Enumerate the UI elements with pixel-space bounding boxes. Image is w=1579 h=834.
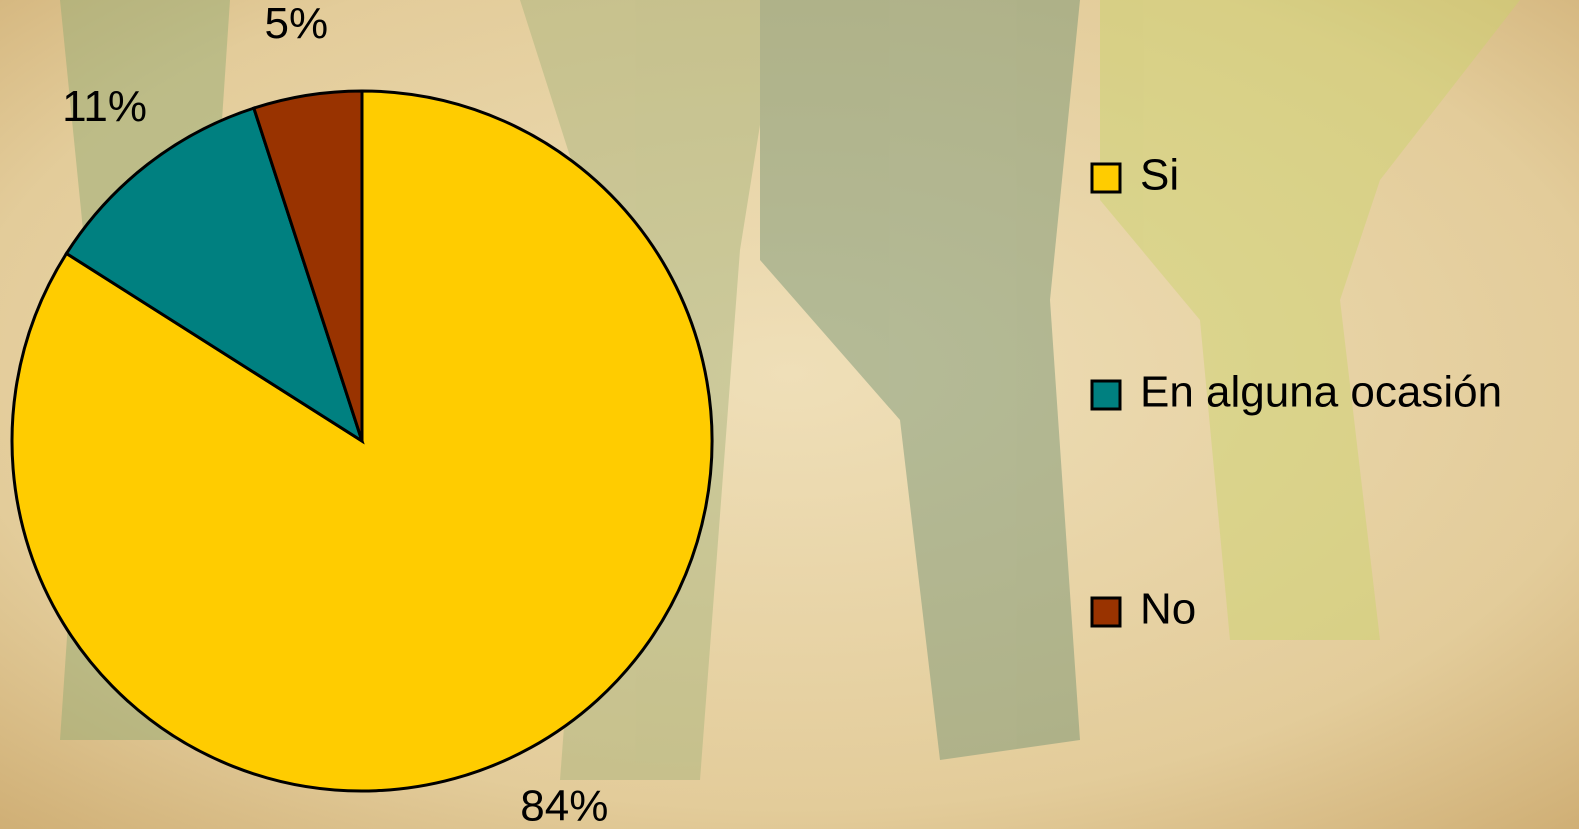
chart: 84% 11% 5% Si En alguna ocasión No [0,0,1579,829]
legend-label: En alguna ocasión [1140,368,1502,417]
legend-swatch [1092,381,1120,409]
legend-label: Si [1140,151,1179,200]
legend-swatch [1092,598,1120,626]
legend-label: No [1140,585,1196,634]
data-label: 84% [520,782,608,829]
data-label: 5% [265,0,329,48]
data-label: 11% [62,82,147,131]
legend-swatch [1092,164,1120,192]
